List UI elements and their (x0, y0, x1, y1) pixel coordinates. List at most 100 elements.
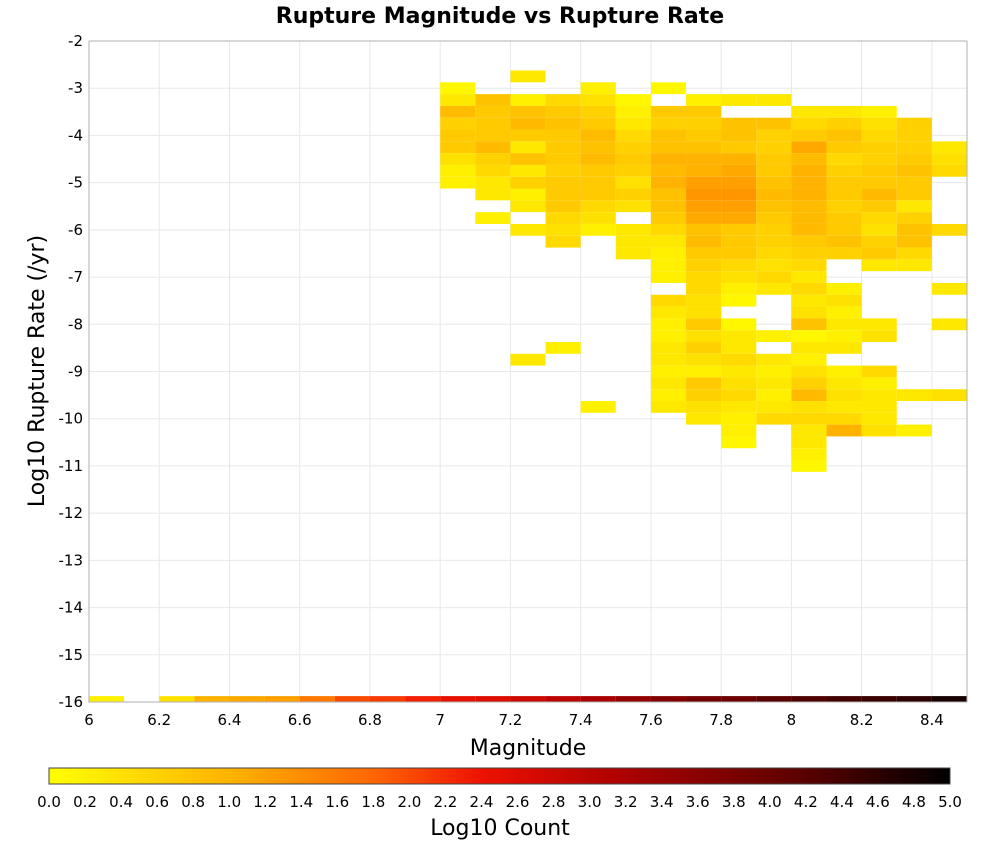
heatmap-cell (650, 247, 687, 260)
heatmap-cell (475, 141, 511, 154)
heatmap-cell (826, 212, 862, 224)
heatmap-cell (159, 696, 195, 702)
y-axis-label: Log10 Rupture Rate (/yr) (25, 235, 50, 507)
heatmap-cell (896, 164, 932, 177)
heatmap-cell (931, 282, 967, 295)
heatmap-cell (896, 176, 932, 189)
heatmap-cell (756, 94, 792, 106)
heatmap-cell (791, 424, 827, 437)
heatmap-cell (580, 401, 616, 413)
y-tick-label: -10 (59, 410, 84, 428)
heatmap-cell (721, 318, 757, 331)
heatmap-cell (896, 153, 932, 165)
heatmap-cell (826, 294, 862, 307)
heatmap-cell (440, 129, 476, 142)
heatmap-cell (756, 365, 792, 378)
heatmap-cell (650, 365, 687, 378)
colorbar-tick-label: 1.0 (217, 793, 241, 811)
heatmap-cell (861, 330, 897, 342)
heatmap-cell (756, 129, 792, 142)
heatmap-cell (756, 141, 792, 154)
heatmap-cell (686, 389, 722, 402)
heatmap-cell (826, 223, 862, 236)
heatmap-cell (861, 164, 897, 177)
heatmap-cell (791, 235, 827, 248)
colorbar-tick-label: 1.4 (289, 793, 313, 811)
x-tick-label: 7.8 (709, 711, 733, 729)
colorbar (48, 767, 951, 785)
heatmap-cell (545, 200, 581, 213)
heatmap-cell (826, 247, 862, 260)
heatmap-cell (721, 153, 757, 165)
heatmap-cell (896, 696, 932, 702)
heatmap-cell (650, 401, 687, 413)
heatmap-cell (545, 164, 581, 177)
heatmap-cell (826, 365, 862, 378)
chart-title: Rupture Magnitude vs Rupture Rate (276, 4, 724, 29)
colorbar-tick-label: 4.0 (758, 793, 782, 811)
heatmap-cell (791, 412, 827, 425)
heatmap-cell (826, 389, 862, 402)
heatmap-cell (580, 212, 616, 224)
heatmap-cell (756, 212, 792, 224)
y-tick-label: -2 (68, 32, 83, 50)
x-tick-label: 6.2 (147, 711, 171, 729)
heatmap-cell (861, 223, 897, 236)
heatmap-cell (510, 153, 546, 165)
heatmap-cell (580, 696, 616, 702)
heatmap-cell (510, 129, 546, 142)
heatmap-cell (931, 164, 967, 177)
colorbar-tick-label: 3.0 (578, 793, 602, 811)
colorbar-tick-label: 2.0 (397, 793, 421, 811)
heatmap-cell (896, 212, 932, 224)
heatmap-cell (545, 176, 581, 189)
heatmap-cell (791, 341, 827, 354)
heatmap-cell (545, 153, 581, 165)
heatmap-cell (545, 129, 581, 142)
heatmap-cell (686, 235, 722, 248)
heatmap-cell (791, 401, 827, 413)
heatmap-cell (756, 282, 792, 295)
heatmap-cell (756, 389, 792, 402)
heatmap-cell (931, 318, 967, 331)
heatmap-cell (440, 105, 476, 118)
heatmap-cell (861, 412, 897, 425)
heatmap-cell (686, 365, 722, 378)
heatmap-cell (721, 294, 757, 307)
heatmap-cell (791, 365, 827, 378)
heatmap-cell (791, 271, 827, 283)
colorbar-tick-label: 3.2 (614, 793, 638, 811)
heatmap-cell (721, 389, 757, 402)
heatmap-cell (440, 117, 476, 130)
heatmap-cell (861, 696, 897, 702)
heatmap-cell (826, 318, 862, 331)
heatmap-cell (721, 117, 757, 130)
heatmap-cell (615, 247, 651, 260)
heatmap-cell (721, 282, 757, 295)
heatmap-cell (721, 271, 757, 283)
heatmap-cell (826, 153, 862, 165)
heatmap-cell (791, 389, 827, 402)
heatmap-cell (686, 412, 722, 425)
y-axis-ticks: -2 -3 -4 -5 -6 -7 -8 -9 -10 -11 -12 -13 -14 -15 -16 (59, 32, 84, 711)
heatmap-cell (756, 235, 792, 248)
heatmap-cell (756, 247, 792, 260)
heatmap-cell (510, 353, 546, 366)
heatmap-cell (896, 235, 932, 248)
heatmap-cell (861, 117, 897, 130)
heatmap-cell (896, 424, 932, 437)
heatmap-cell (475, 117, 511, 130)
heatmap-cell (369, 696, 406, 702)
heatmap-cell (686, 176, 722, 189)
heatmap-cell (861, 259, 897, 272)
heatmap-cell (615, 105, 651, 118)
heatmap-cell (861, 141, 897, 154)
heatmap-cell (440, 153, 476, 165)
heatmap-cell (686, 282, 722, 295)
heatmap-cell (615, 188, 651, 201)
heatmap-cell (89, 696, 125, 702)
heatmap-cell (721, 212, 757, 224)
heatmap-cell (756, 188, 792, 201)
heatmap-cell (791, 353, 827, 366)
colorbar-tick-label: 0.6 (145, 793, 169, 811)
